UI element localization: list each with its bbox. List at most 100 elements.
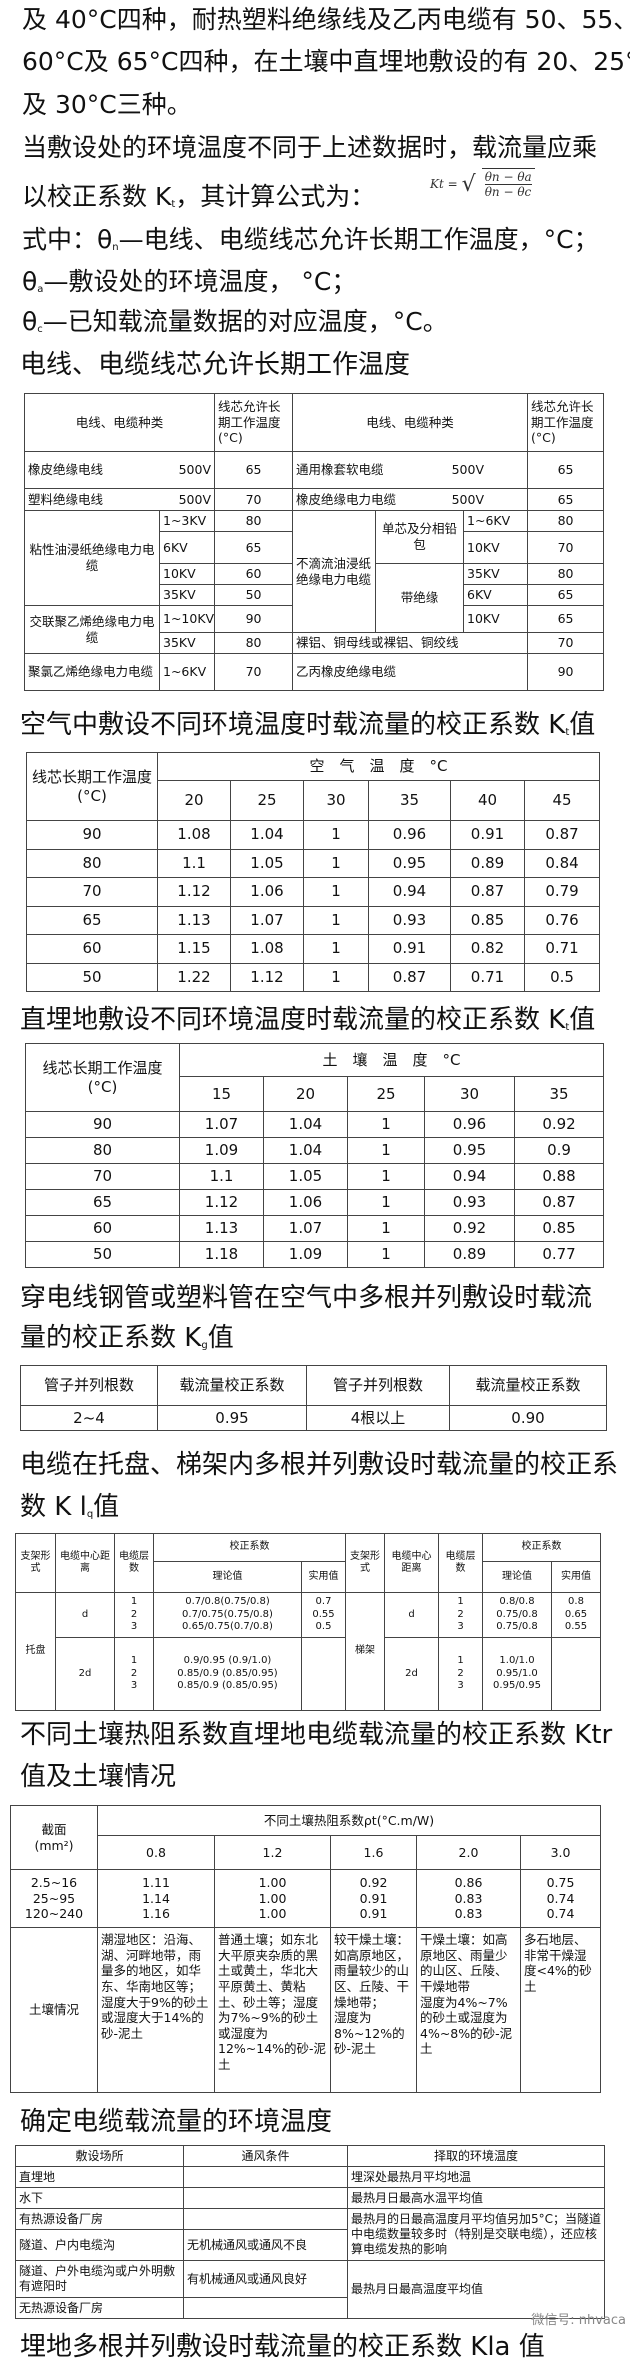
table-cell: 65 [214, 451, 294, 489]
section-heading: 数 K lq值 [20, 1492, 120, 1522]
table-cell: 2~4 [20, 1405, 158, 1431]
column-header: 45 [523, 780, 601, 821]
header-cell: 支架形式 [345, 1533, 385, 1593]
header-cell: 电线、电缆种类 [23, 393, 216, 452]
table-cell: 0.7/0.8(0.75/0.8) 0.7/0.75(0.75/0.8) 0.6… [153, 1592, 302, 1638]
table-cell: d [55, 1592, 115, 1638]
table-row: 50 1.18 1.09 1 0.89 0.77 [25, 1241, 605, 1268]
table-cell: 80 [527, 510, 605, 532]
header-cell: 支架形式 [15, 1533, 56, 1593]
intro-line: 式中：θn—电线、电缆线芯允许长期工作温度，°C； [22, 225, 599, 254]
table-cell: 1.0/1.0 0.95/1.0 0.95/0.95 [482, 1637, 552, 1711]
table-cell: 通用橡套软电缆 500V [292, 451, 529, 489]
table-cell: 0.91 [368, 934, 451, 964]
table-cell: 水下 [15, 2187, 184, 2209]
table-cell: 较干燥土壤：如高原地区，雨量较少的山区、丘陵、干燥地带； 湿度为8%~12%的砂… [330, 1927, 417, 2093]
table-cell: 0.75 0.74 0.74 [519, 1869, 602, 1928]
header-cell: 线芯长期工作温度(°C) [26, 752, 158, 821]
table-cell: 乙丙橡皮绝缘电缆 [292, 653, 529, 691]
table-cell: 80 [214, 632, 294, 654]
header-cell: 电缆中心距离 [55, 1533, 115, 1593]
table-cell: 1 [303, 962, 369, 992]
column-header: 20 [263, 1076, 348, 1112]
table-cell: 1.06 [263, 1189, 348, 1216]
header-cell: 电缆层数 [438, 1533, 483, 1593]
row-header: 90 [26, 820, 158, 850]
table-cell: 0.8/0.8 0.75/0.8 0.75/0.8 [482, 1592, 552, 1638]
table-cell: 0.8 0.65 0.55 [551, 1592, 601, 1638]
table-cell: 0.96 [424, 1111, 515, 1138]
table-cell: 粘性油浸纸绝缘电力电缆 [24, 510, 160, 606]
header-cell: 线芯允许长期工作温度(°C) [214, 393, 294, 452]
header-cell: 校正系数 [482, 1533, 601, 1562]
table-row: 80 1.09 1.04 1 0.95 0.9 [25, 1137, 605, 1164]
table-cell: 0.85 [450, 905, 525, 935]
table-cell: 橡皮绝缘电线 500V [23, 451, 216, 489]
table-cell: 65 [527, 605, 605, 633]
table-cell: 1.12 [157, 877, 231, 907]
table-cell: 1 [347, 1137, 425, 1164]
table-cell: 1 [303, 934, 369, 964]
table-cell: 交联聚乙烯绝缘电力电缆 [24, 605, 160, 654]
row-header: 80 [25, 1137, 180, 1164]
table-cell: 1.18 [179, 1241, 264, 1268]
row-header: 70 [26, 877, 158, 907]
table-cell: 70 [527, 531, 605, 564]
table-cell: 0.94 [424, 1163, 515, 1190]
header-cell: 电缆层数 [114, 1533, 154, 1593]
table-cell: 1.07 [230, 905, 304, 935]
table-cell: 35KV [158, 632, 216, 654]
table-cell: 带绝缘 [375, 563, 465, 633]
table-cell: 潮湿地区：沿海、湖、河畔地带，雨量多的地区，如华东、华南地区等； 湿度大于9%的… [97, 1927, 215, 2093]
header-cell: 理论值 [153, 1561, 302, 1593]
table-cell: 1 2 3 [438, 1592, 483, 1638]
table-cell: 90 [214, 605, 294, 633]
table-cell: 1.22 [157, 962, 231, 992]
row-header: 80 [26, 848, 158, 878]
table-cell: 最热月的日最高温度月平均值另加5°C；当隧道中电缆数量较多时（特别是交联电缆），… [347, 2208, 605, 2261]
table-cell: 1 2 3 [438, 1637, 483, 1711]
header-cell: 管子并列根数 [20, 1365, 158, 1406]
column-header: 35 [368, 780, 451, 821]
table-row: 65 1.12 1.06 1 0.93 0.87 [25, 1189, 605, 1216]
table-cell: 0.79 [523, 877, 601, 907]
table-cell: 4根以上 [306, 1405, 450, 1431]
table-cell: 2d [384, 1637, 439, 1711]
table-cell: 1 [347, 1163, 425, 1190]
table-cell: 1 [347, 1111, 425, 1138]
table-cell: 1~6KV [158, 653, 216, 691]
table-cell: 无机械通风或通风不良 [183, 2229, 348, 2261]
table-cell: 有机械通风或通风良好 [183, 2260, 348, 2298]
table-cell: 35KV [463, 563, 529, 585]
column-header: 40 [450, 780, 525, 821]
table-cell: 不滴流油浸纸 绝缘电力电缆 [292, 510, 377, 633]
table-row: 60 1.15 1.08 1 0.91 0.82 0.71 [26, 934, 601, 964]
table-cell: 1.15 [157, 934, 231, 964]
intro-line: 60°C及 65°C四种，在土壤中直埋地敷设的有 20、25°C [22, 47, 630, 76]
section-heading: 确定电缆载流量的环境温度 [20, 2107, 333, 2137]
table-cell: 1 2 3 [114, 1592, 154, 1638]
table-cell: 0.71 [523, 934, 601, 964]
row-header: 65 [26, 905, 158, 935]
section-heading: 电线、电缆线芯允许长期工作温度 [20, 350, 411, 380]
row-header: 50 [25, 1241, 180, 1268]
row-header: 65 [25, 1189, 180, 1216]
header-cell: 线芯允许长期工作温度(°C) [527, 393, 605, 452]
table-cell: 1.12 [230, 962, 304, 992]
table-row: 90 1.08 1.04 1 0.96 0.91 0.87 [26, 820, 601, 850]
table-cell: 1~10KV [158, 605, 216, 633]
header-cell: 截面 (mm²) [10, 1805, 98, 1870]
header-cell: 敷设场所 [15, 2145, 184, 2167]
intro-line: θc—已知载流量数据的对应温度，°C。 [22, 307, 448, 336]
table-cell: 0.87 [523, 820, 601, 850]
table-cell: 50 [214, 584, 294, 606]
table-cell: 0.95 [157, 1405, 307, 1431]
conduit-correction-table: 管子并列根数 载流量校正系数 管子并列根数 载流量校正系数 2~4 0.95 4… [20, 1365, 607, 1431]
table-row: 90 1.07 1.04 1 0.96 0.92 [25, 1111, 605, 1138]
table-cell: 0.71 [450, 962, 525, 992]
header-cell: 实用值 [551, 1561, 601, 1593]
intro-line: θa—敷设处的环境温度， °C； [22, 267, 357, 296]
row-header: 60 [25, 1215, 180, 1242]
table-row: 50 1.22 1.12 1 0.87 0.71 0.5 [26, 962, 601, 992]
column-header: 35 [513, 1076, 605, 1112]
